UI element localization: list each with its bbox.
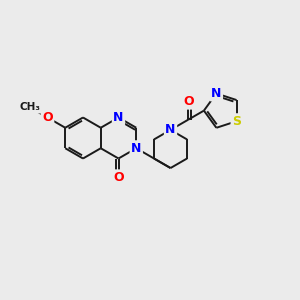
Text: O: O: [183, 95, 194, 108]
Text: O: O: [42, 111, 53, 124]
Text: N: N: [113, 111, 124, 124]
Text: N: N: [165, 123, 176, 136]
Text: N: N: [211, 87, 222, 100]
Text: S: S: [232, 115, 241, 128]
Text: O: O: [113, 171, 124, 184]
Text: N: N: [131, 142, 141, 155]
Text: CH₃: CH₃: [19, 102, 40, 112]
